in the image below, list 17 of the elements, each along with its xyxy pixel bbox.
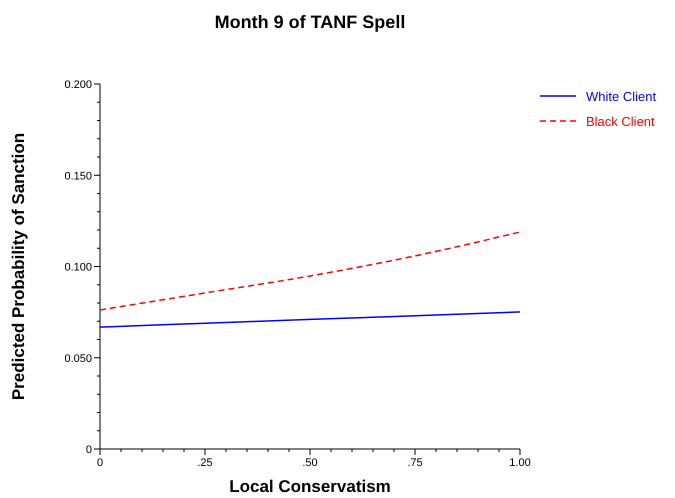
legend-label: Black Client [586, 114, 656, 129]
y-tick-label: 0.150 [64, 170, 92, 182]
chart-title: Month 9 of TANF Spell [214, 12, 406, 32]
y-tick-label: 0 [86, 444, 92, 456]
y-axis-title: Predicted Probability of Sanction [9, 132, 28, 400]
legend-label: White Client [586, 89, 656, 104]
x-tick-label: .50 [302, 457, 318, 469]
x-tick-label: 1.00 [509, 457, 531, 469]
line-series [99, 311, 521, 328]
y-tick-label: 0.200 [64, 79, 92, 91]
line-series [99, 231, 521, 311]
x-tick-label: .75 [407, 457, 423, 469]
x-tick-label: 0 [96, 457, 104, 469]
y-tick-label: 0.050 [64, 352, 92, 365]
x-tick-label: .25 [197, 457, 213, 469]
x-axis-title: Local Conservatism [229, 477, 391, 496]
y-tick-label: 0.100 [64, 262, 92, 274]
